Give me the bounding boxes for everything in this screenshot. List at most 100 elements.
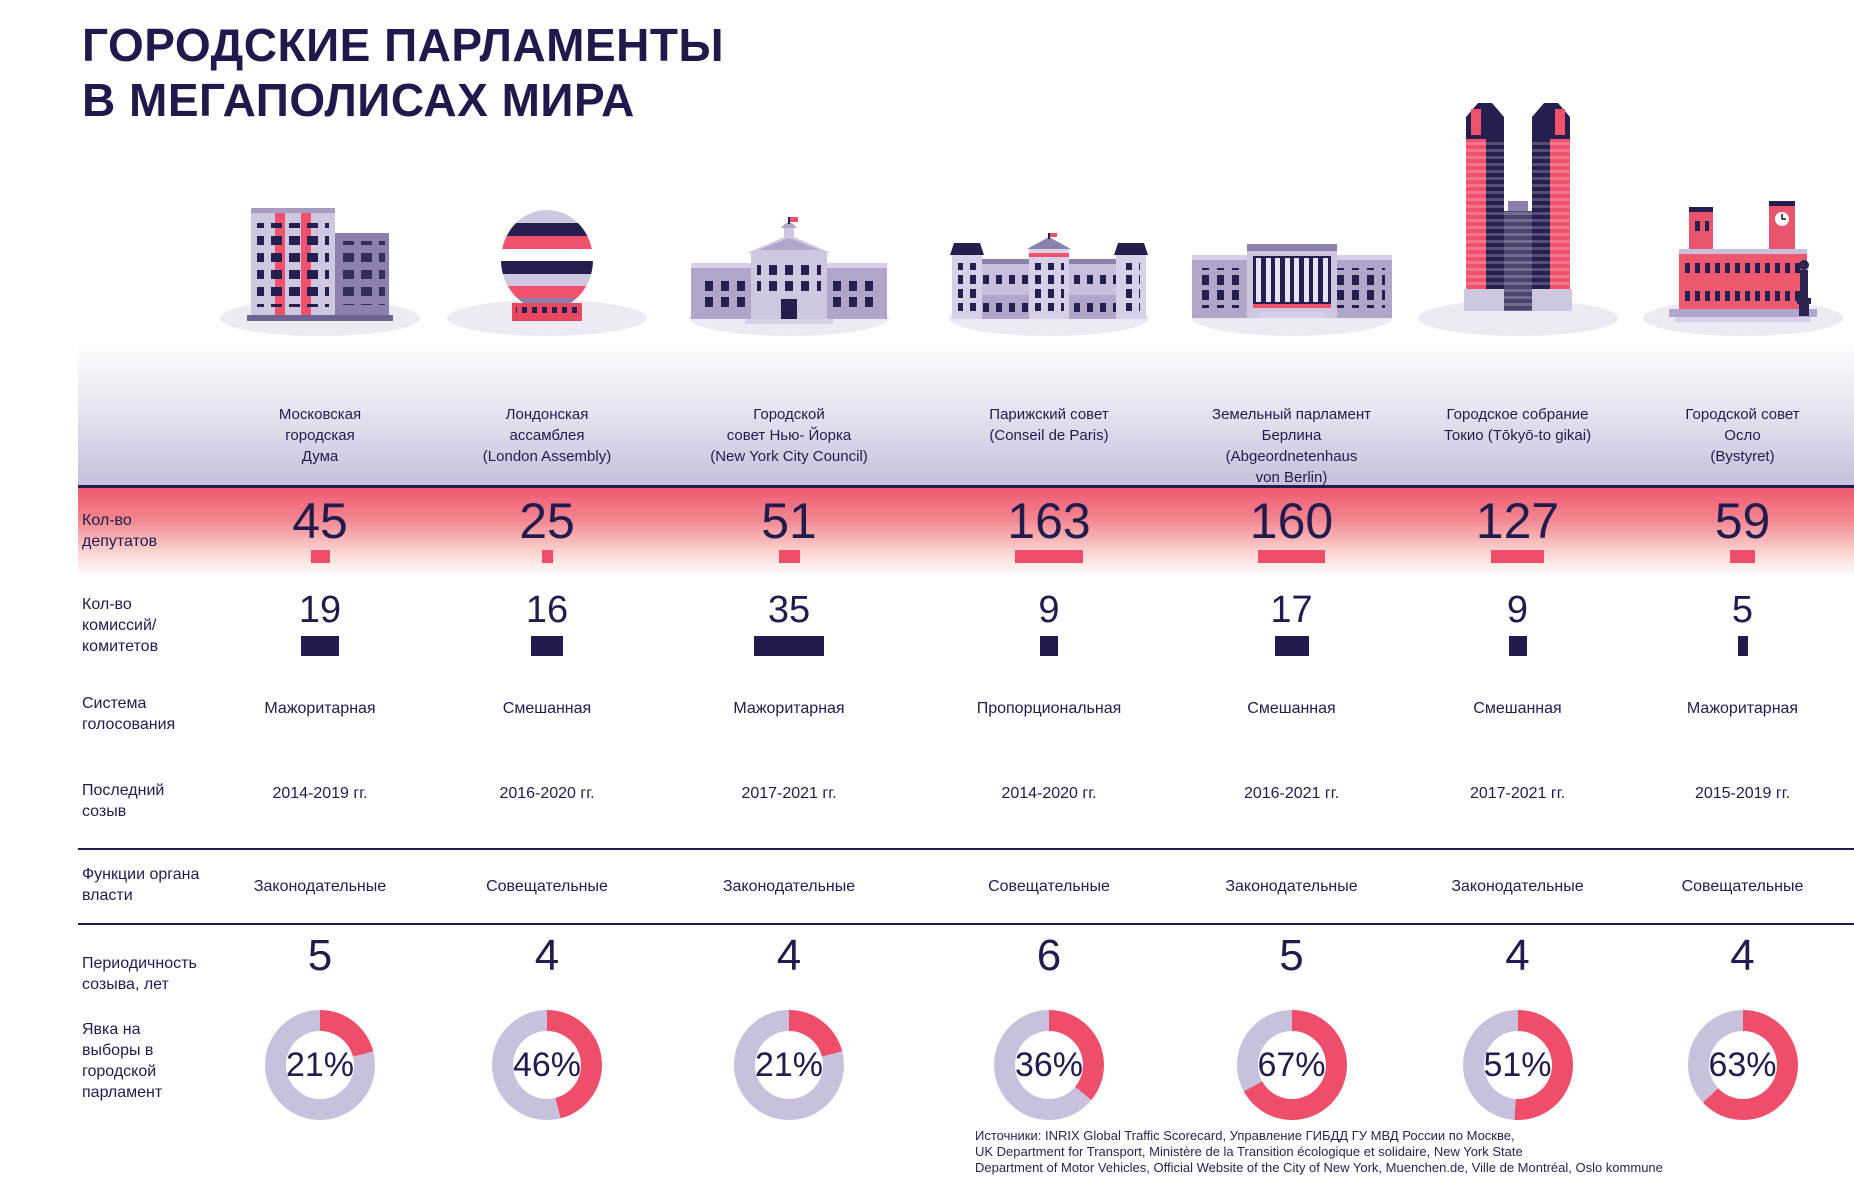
turnout-donut-chart: 46% xyxy=(492,1010,602,1120)
turnout-percent-label: 67% xyxy=(1257,1045,1326,1084)
city-name: Московская городская Дума xyxy=(278,406,362,465)
committees-count: 17 xyxy=(1270,589,1313,631)
deputies-bar xyxy=(541,550,553,563)
row-label-convocation: Последний созыв xyxy=(82,782,165,820)
period-years-value: 4 xyxy=(534,931,560,980)
deputies-cell: 51 xyxy=(659,488,919,576)
donut-hole xyxy=(1708,1031,1777,1099)
tokyo-metropolitan-government-building-icon xyxy=(1463,103,1572,311)
building-cell-new-york xyxy=(659,0,919,340)
committees-cell: 9 xyxy=(1404,576,1631,675)
deputies-cell: 160 xyxy=(1179,488,1404,576)
committees-cell: 35 xyxy=(659,576,919,675)
donut-hole xyxy=(286,1031,354,1099)
last-convocation-value: 2015-2019 гг. xyxy=(1694,785,1791,802)
donut-hole xyxy=(1015,1031,1083,1099)
deputies-count: 127 xyxy=(1475,493,1560,549)
city-name: Городской совет Осло (Bystyret) xyxy=(1685,406,1800,465)
buildings-row xyxy=(78,0,1854,340)
committees-bar xyxy=(1737,636,1748,656)
turnout-donut-chart: 21% xyxy=(265,1010,375,1120)
period-years-value: 4 xyxy=(1505,931,1530,980)
deputies-bar xyxy=(310,550,330,563)
last-convocation-value: 2016-2020 гг. xyxy=(499,785,595,802)
building-cell-tokyo xyxy=(1404,0,1631,340)
page-title: ГОРОДСКИЕ ПАРЛАМЕНТЫ В МЕГАПОЛИСАХ МИРА xyxy=(82,19,725,127)
row-functions: Функции органа власти Законодательные Со… xyxy=(78,848,1854,925)
moscow-city-duma-building-icon xyxy=(247,208,393,321)
row-label-voting: Система голосования xyxy=(82,695,176,733)
voting-system-value: Мажоритарная xyxy=(1686,700,1799,717)
committees-cell: 5 xyxy=(1631,576,1854,675)
deputies-bar xyxy=(1258,550,1325,563)
berlin-abgeordnetenhaus-building-icon xyxy=(1191,244,1392,318)
last-convocation-value: 2017-2021 гг. xyxy=(1469,785,1566,802)
deputies-count: 51 xyxy=(761,493,817,549)
last-convocation-value: 2014-2019 гг. xyxy=(272,785,368,802)
turnout-cell: 46% xyxy=(435,1007,659,1200)
turnout-cell: 21% xyxy=(659,1007,919,1200)
voting-system-value: Смешанная xyxy=(502,700,592,717)
turnout-donut-chart: 36% xyxy=(994,1010,1104,1120)
period-years-value: 5 xyxy=(1279,931,1304,980)
functions-value: Законодательные xyxy=(1225,878,1358,895)
committees-cell: 9 xyxy=(919,576,1179,675)
last-convocation-value: 2017-2021 гг. xyxy=(741,785,837,802)
deputies-bar xyxy=(778,550,800,563)
last-convocation-value: 2016-2021 гг. xyxy=(1243,785,1340,802)
voting-system-value: Мажоритарная xyxy=(264,700,376,717)
turnout-cell: 51% xyxy=(1404,1007,1631,1200)
functions-value: Совещательные xyxy=(486,878,608,895)
voting-system-value: Мажоритарная xyxy=(733,700,845,717)
turnout-cell: 21% xyxy=(205,1007,435,1200)
committees-cell: 16 xyxy=(435,576,659,675)
deputies-count: 25 xyxy=(519,493,575,549)
functions-value: Законодательные xyxy=(253,878,387,895)
deputies-cell: 59 xyxy=(1631,488,1854,576)
deputies-cell: 45 xyxy=(205,488,435,576)
donut-hole xyxy=(513,1031,581,1099)
functions-value: Совещательные xyxy=(1681,878,1804,895)
city-name: Парижский совет (Conseil de Paris) xyxy=(989,406,1109,444)
period-years-value: 4 xyxy=(1730,931,1755,980)
turnout-donut-chart: 67% xyxy=(1236,1010,1347,1120)
donut-hole xyxy=(755,1031,823,1099)
building-cell-paris xyxy=(919,0,1179,340)
committees-count: 16 xyxy=(525,589,569,631)
voting-system-value: Пропорциональная xyxy=(976,700,1122,717)
donut-hole xyxy=(1483,1031,1552,1099)
turnout-percent-label: 36% xyxy=(1014,1045,1084,1084)
city-name: Городское собрание Токио (Tōkyō-to gikai… xyxy=(1443,406,1592,444)
london-assembly-building-icon xyxy=(501,210,593,321)
functions-value: Совещательные xyxy=(988,878,1110,895)
city-name: Городской совет Нью- Йорка (New York Cit… xyxy=(710,406,868,465)
building-cell-berlin xyxy=(1179,0,1404,340)
oslo-city-hall-building-icon xyxy=(1668,201,1817,322)
period-years-value: 6 xyxy=(1036,931,1062,980)
committees-count: 35 xyxy=(767,589,811,631)
deputies-cell: 25 xyxy=(435,488,659,576)
turnout-percent-label: 21% xyxy=(285,1045,355,1084)
row-turnout: Явка на выборы в городской парламент 21%… xyxy=(78,1007,1854,1200)
turnout-percent-label: 63% xyxy=(1708,1045,1777,1084)
deputies-cell: 163 xyxy=(919,488,1179,576)
turnout-percent-label: 51% xyxy=(1483,1045,1552,1084)
committees-cell: 19 xyxy=(205,576,435,675)
city-name: Лондонская ассамблея (London Assembly) xyxy=(482,406,612,465)
row-city-names: Московская городская Дума Лондонская асс… xyxy=(78,340,1854,488)
row-deputies: Кол-во депутатов 45 25 51 163 160 127 59 xyxy=(78,488,1854,576)
building-cell-moscow xyxy=(205,0,435,340)
committees-bar xyxy=(301,636,339,656)
functions-value: Законодательные xyxy=(722,878,856,895)
deputies-count: 160 xyxy=(1249,493,1334,549)
turnout-donut-chart: 63% xyxy=(1687,1010,1798,1120)
committees-count: 9 xyxy=(1038,589,1060,631)
committees-bar xyxy=(1040,636,1058,656)
period-years-value: 5 xyxy=(307,931,333,980)
top-section: ГОРОДСКИЕ ПАРЛАМЕНТЫ В МЕГАПОЛИСАХ МИРА xyxy=(0,0,1854,340)
city-name: Земельный парламент Берлина (Abgeordnete… xyxy=(1212,406,1371,486)
row-label-committees: Кол-во комиссий/ комитетов xyxy=(82,596,159,655)
sources-note: Источники: INRIX Global Traffic Scorecar… xyxy=(975,1128,1663,1175)
row-label-empty xyxy=(78,340,205,488)
building-cell-oslo xyxy=(1631,0,1854,340)
